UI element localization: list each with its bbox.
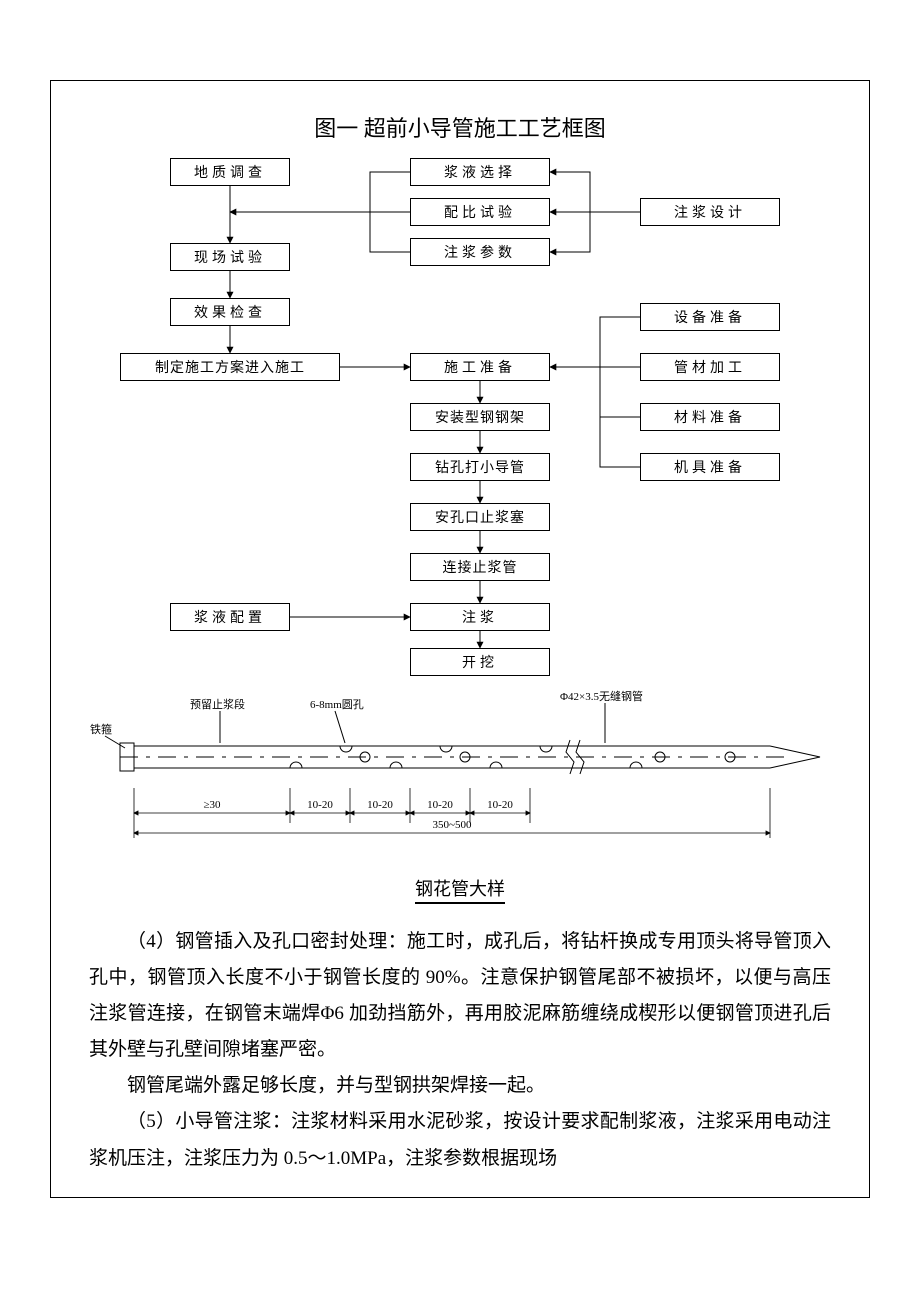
flow-node-n5: 浆液选择	[410, 158, 550, 186]
pipe-figure: 铁箍 预留止浆段 6-8mm圆孔 Φ42×3.5无缝钢管	[90, 688, 830, 863]
flow-node-n18: 管材加工	[640, 353, 780, 381]
flow-node-n9: 施工准备	[410, 353, 550, 381]
flow-node-n1: 地质调查	[170, 158, 290, 186]
flow-node-n6: 配比试验	[410, 198, 550, 226]
pipe-label-yuliu: 预留止浆段	[190, 697, 245, 711]
pipe-label-phi: Φ42×3.5无缝钢管	[560, 689, 643, 703]
paragraph-4: （4）钢管插入及孔口密封处理：施工时，成孔后，将钻杆换成专用顶头将导管顶入孔中，…	[89, 924, 831, 1068]
flow-node-n3: 效果检查	[170, 298, 290, 326]
flowchart-container: 地质调查现场试验效果检查制定施工方案进入施工 浆液选择配比试验注浆参数 注浆设计施工…	[80, 158, 840, 668]
pipe-dim-overall: 350~500	[433, 819, 472, 831]
flow-node-n10: 安装型钢钢架	[410, 403, 550, 431]
paragraph-4b: 钢管尾端外露足够长度，并与型钢拱架焊接一起。	[89, 1068, 831, 1104]
flow-node-n20: 机具准备	[640, 453, 780, 481]
flow-node-n8: 注浆设计	[640, 198, 780, 226]
flow-node-n13: 连接止浆管	[410, 553, 550, 581]
pipe-dim-4: 10-20	[427, 799, 453, 811]
body-text: （4）钢管插入及孔口密封处理：施工时，成孔后，将钻杆换成专用顶头将导管顶入孔中，…	[61, 924, 859, 1177]
figure-title: 图一 超前小导管施工工艺框图	[61, 111, 859, 143]
paragraph-5: （5）小导管注浆：注浆材料采用水泥砂浆，按设计要求配制浆液，注浆采用电动注浆机压…	[89, 1104, 831, 1176]
flow-node-n15: 开挖	[410, 648, 550, 676]
pipe-dim-5: 10-20	[487, 799, 513, 811]
flow-node-n4: 制定施工方案进入施工	[120, 353, 340, 381]
flow-node-n12: 安孔口止浆塞	[410, 503, 550, 531]
pipe-label-hole: 6-8mm圆孔	[310, 698, 364, 711]
page-frame: 图一 超前小导管施工工艺框图 地质调查现场试验效果检查制定施工方案进入施工 浆液选…	[50, 80, 870, 1198]
pipe-svg: 铁箍 预留止浆段 6-8mm圆孔 Φ42×3.5无缝钢管	[90, 688, 830, 858]
flow-node-n7: 注浆参数	[410, 238, 550, 266]
flow-node-n19: 材料准备	[640, 403, 780, 431]
flow-node-n2: 现场试验	[170, 243, 290, 271]
flow-node-n14: 注浆	[410, 603, 550, 631]
pipe-dim-1: ≥30	[203, 799, 221, 811]
flow-node-n16: 浆液配置	[170, 603, 290, 631]
pipe-dim-3: 10-20	[367, 799, 393, 811]
pipe-dim-2: 10-20	[307, 799, 333, 811]
pipe-caption: 钢花管大样	[61, 873, 859, 904]
pipe-caption-text: 钢花管大样	[415, 875, 505, 903]
flow-node-n17: 设备准备	[640, 303, 780, 331]
pipe-label-tiezhen: 铁箍	[90, 722, 112, 736]
flow-node-n11: 钻孔打小导管	[410, 453, 550, 481]
